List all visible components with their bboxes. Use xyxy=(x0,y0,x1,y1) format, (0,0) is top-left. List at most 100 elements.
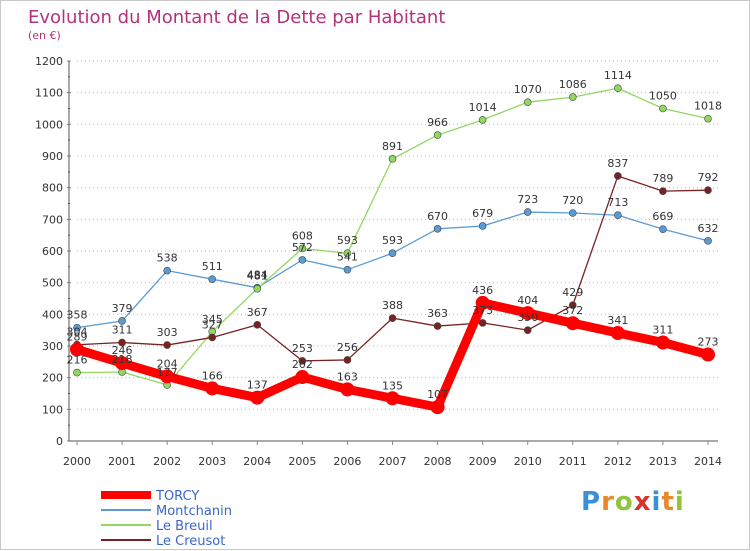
data-point xyxy=(704,186,712,194)
data-point xyxy=(433,131,442,139)
data-point xyxy=(478,319,487,327)
data-point xyxy=(250,390,265,405)
y-tick-label: 300 xyxy=(42,340,63,353)
y-tick-label: 1200 xyxy=(35,55,63,68)
data-point xyxy=(118,338,126,347)
data-point xyxy=(115,356,130,371)
x-tick-label: 2005 xyxy=(288,455,316,468)
data-label: 669 xyxy=(652,210,673,223)
data-label: 303 xyxy=(157,326,178,339)
y-tick-label: 100 xyxy=(42,403,63,416)
data-label: 541 xyxy=(337,251,358,264)
data-point xyxy=(73,368,81,377)
data-label: 1070 xyxy=(514,83,542,96)
y-tick-label: 1100 xyxy=(35,87,63,100)
y-tick-label: 400 xyxy=(42,308,63,321)
data-label: 202 xyxy=(292,358,313,371)
data-label: 373 xyxy=(472,304,493,317)
proxiti-logo: Proxiti xyxy=(581,487,685,517)
data-label: 216 xyxy=(67,354,88,367)
x-tick-label: 2000 xyxy=(63,455,91,468)
data-label: 204 xyxy=(157,357,178,370)
data-label: 484 xyxy=(247,269,268,282)
y-tick-label: 1000 xyxy=(35,118,63,131)
data-label: 311 xyxy=(652,324,673,337)
data-label: 572 xyxy=(292,241,313,254)
data-label: 345 xyxy=(202,313,223,326)
data-point xyxy=(340,382,355,397)
data-label: 350 xyxy=(517,311,538,324)
x-tick-label: 2014 xyxy=(694,455,722,468)
data-label: 1018 xyxy=(694,100,722,113)
data-label: 538 xyxy=(157,252,178,265)
data-point xyxy=(610,326,625,341)
data-point xyxy=(568,301,577,309)
data-label: 135 xyxy=(382,379,403,392)
data-point xyxy=(385,391,400,406)
data-label: 837 xyxy=(607,157,628,170)
logo-letter: P xyxy=(581,487,602,517)
data-label: 327 xyxy=(202,318,223,331)
data-label: 404 xyxy=(517,294,538,307)
data-point xyxy=(343,265,352,274)
data-label: 388 xyxy=(382,299,403,312)
data-label: 246 xyxy=(112,344,133,357)
x-tick-label: 2004 xyxy=(243,455,271,468)
data-point xyxy=(298,244,307,253)
y-tick-label: 600 xyxy=(42,245,63,258)
logo-letter: i xyxy=(651,487,662,517)
data-label: 311 xyxy=(112,324,133,337)
data-label: 713 xyxy=(607,196,628,209)
data-label: 436 xyxy=(472,284,493,297)
data-label: 632 xyxy=(698,222,719,235)
data-point xyxy=(568,209,577,217)
data-label: 789 xyxy=(652,172,673,185)
data-point xyxy=(298,357,307,365)
data-label: 256 xyxy=(337,341,358,354)
y-tick-label: 700 xyxy=(42,213,63,226)
data-point xyxy=(701,347,715,362)
data-point xyxy=(388,155,397,163)
data-point xyxy=(565,316,580,331)
data-label: 891 xyxy=(382,140,403,153)
data-label: 363 xyxy=(427,307,448,320)
data-point xyxy=(160,369,175,384)
data-label: 1086 xyxy=(559,78,587,91)
data-point xyxy=(388,314,397,322)
data-label: 358 xyxy=(67,309,88,322)
data-label: 107 xyxy=(427,388,448,401)
y-tick-label: 500 xyxy=(42,277,63,290)
logo-letter: t xyxy=(661,487,675,517)
data-point xyxy=(205,381,220,396)
logo-letter: i xyxy=(674,487,685,517)
logo-letter: o xyxy=(614,487,634,517)
data-point xyxy=(298,256,307,264)
legend-label: Le Breuil xyxy=(156,519,213,534)
data-point xyxy=(163,266,171,275)
legend-label: Montchanin xyxy=(156,504,232,519)
data-point xyxy=(253,320,262,329)
series-montchanin xyxy=(73,208,712,332)
data-label: 304 xyxy=(67,326,88,339)
data-point xyxy=(614,172,622,180)
data-point xyxy=(704,114,712,123)
logo-letter: r xyxy=(601,487,615,517)
data-label: 253 xyxy=(292,342,313,355)
data-point xyxy=(343,249,352,258)
data-point xyxy=(704,237,712,245)
data-point xyxy=(523,326,532,334)
data-label: 679 xyxy=(472,207,493,220)
data-label: 367 xyxy=(247,306,268,319)
chart-subtitle: (en €) xyxy=(28,29,61,42)
data-label: 670 xyxy=(427,210,448,223)
data-point xyxy=(208,333,217,342)
data-label: 593 xyxy=(337,234,358,247)
data-point xyxy=(478,116,487,124)
data-point xyxy=(253,284,262,293)
data-point xyxy=(388,249,397,258)
data-label: 593 xyxy=(382,234,403,247)
data-label: 429 xyxy=(562,286,583,299)
data-label: 166 xyxy=(202,369,223,382)
data-point xyxy=(163,341,171,349)
